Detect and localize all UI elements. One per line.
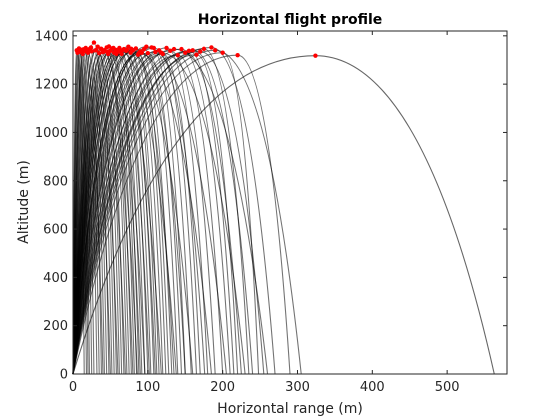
- x-tick-label: 500: [435, 380, 460, 395]
- apex-marker-22: [128, 50, 133, 55]
- y-axis: 0 200 400 600 800 1000 1200 1400: [35, 29, 507, 383]
- apex-marker-39: [95, 44, 100, 49]
- apex-marker-38: [96, 51, 102, 56]
- apex-marker-64: [88, 45, 94, 50]
- apex-marker-75: [106, 44, 112, 49]
- y-tick-label: 1400: [35, 29, 68, 44]
- apex-marker-2: [212, 48, 218, 53]
- y-tick-label: 400: [43, 271, 68, 286]
- apex-marker-68: [201, 46, 207, 52]
- y-axis-label: Altitude (m): [16, 160, 32, 244]
- apex-marker-52: [74, 48, 79, 53]
- apex-marker-76: [101, 49, 106, 54]
- apex-marker-73: [120, 48, 125, 53]
- apex-marker-58: [124, 47, 130, 53]
- apex-marker-53: [194, 52, 199, 57]
- apex-marker-67: [220, 50, 225, 55]
- x-axis: 0 100 200 300 400 500: [69, 31, 460, 395]
- apex-marker-1: [313, 53, 318, 58]
- y-tick-label: 200: [43, 319, 68, 334]
- apex-marker-60: [111, 45, 116, 51]
- apex-marker-5: [198, 49, 203, 54]
- x-tick-label: 300: [285, 380, 310, 395]
- apex-marker-7: [183, 50, 188, 55]
- y-tick-label: 800: [43, 174, 68, 189]
- apex-marker-41: [91, 40, 97, 45]
- apex-marker-16: [145, 51, 151, 56]
- apex-marker-9: [175, 52, 180, 58]
- apex-marker-4: [209, 45, 214, 50]
- y-tick-label: 0: [60, 368, 68, 383]
- apex-marker-8: [179, 46, 184, 52]
- apex-marker-70: [151, 45, 157, 51]
- axes-box: [72, 30, 508, 375]
- apex-marker-54: [171, 46, 177, 52]
- apex-marker-10: [168, 48, 173, 54]
- apex-marker-61: [105, 49, 110, 55]
- x-tick-label: 100: [135, 380, 160, 395]
- y-tick-label: 1200: [35, 78, 68, 93]
- apex-marker-14: [153, 49, 158, 55]
- y-tick-label: 600: [43, 223, 68, 238]
- apex-marker-74: [114, 51, 119, 57]
- y-tick-label: 1000: [35, 126, 68, 141]
- apex-marker-66: [81, 47, 86, 52]
- apex-marker-72: [129, 46, 134, 52]
- x-tick-label: 200: [210, 380, 235, 395]
- x-axis-label: Horizontal range (m): [217, 401, 363, 417]
- apex-marker-55: [159, 50, 164, 55]
- x-tick-label: 0: [69, 380, 77, 395]
- apex-marker-71: [139, 50, 145, 55]
- apex-marker-56: [144, 44, 149, 49]
- chart-title: Horizontal flight profile: [198, 12, 383, 28]
- apex-marker-27: [117, 45, 122, 51]
- apex-marker-69: [186, 48, 192, 54]
- apex-marker-6: [190, 48, 195, 53]
- apex-marker-63: [94, 48, 99, 53]
- apex-marker-11: [164, 45, 169, 51]
- plot-area: [72, 40, 495, 375]
- apex-marker-3: [235, 52, 240, 58]
- x-tick-label: 400: [360, 380, 385, 395]
